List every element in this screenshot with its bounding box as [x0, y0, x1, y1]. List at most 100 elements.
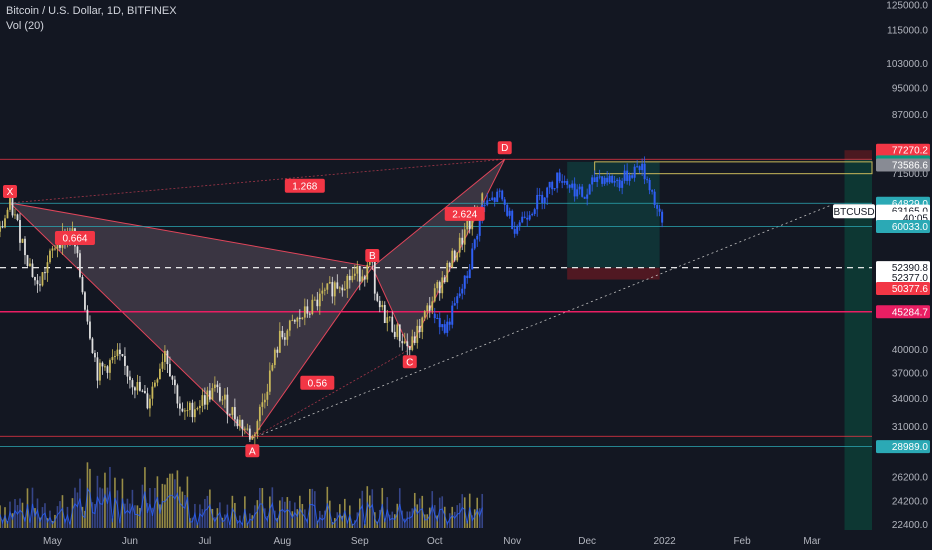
- resistance-box: [594, 161, 873, 175]
- price-label-text: 64829.0: [892, 199, 929, 210]
- candle-body: [453, 250, 456, 261]
- volume-bar: [49, 510, 51, 528]
- candle-body: [226, 394, 229, 415]
- price-tick-label: 103000.0: [886, 59, 928, 70]
- candle-body: [6, 209, 9, 219]
- volume-bar: [61, 495, 64, 528]
- candle-body: [286, 330, 289, 340]
- projection-body: [468, 269, 471, 279]
- volume-bar: [299, 495, 301, 528]
- candle-body: [193, 409, 196, 418]
- projection-body: [523, 216, 526, 218]
- time-tick-label: May: [43, 536, 62, 547]
- price-tick-label: 87000.0: [892, 110, 929, 121]
- projection-body: [563, 181, 566, 183]
- volume-bar: [96, 475, 99, 528]
- candle-body: [468, 220, 471, 230]
- candle-body: [181, 408, 184, 412]
- candle-body: [336, 282, 339, 289]
- volume-bar: [84, 510, 86, 528]
- projection-body: [488, 199, 491, 201]
- volume-bar: [124, 503, 126, 528]
- volume-bar: [346, 520, 349, 528]
- price-label-badge: [876, 158, 930, 172]
- volume-bar: [131, 489, 134, 528]
- candle-body: [233, 407, 236, 420]
- time-tick-label: Aug: [273, 536, 291, 547]
- volume-bar: [19, 498, 21, 528]
- volume-bar: [44, 503, 46, 528]
- projection-body: [471, 248, 474, 270]
- projection-body: [458, 293, 461, 297]
- volume-bar: [16, 505, 19, 528]
- ratio-badge: [54, 230, 95, 245]
- volume-bar: [339, 504, 341, 528]
- projection-body: [596, 177, 599, 182]
- candle-body: [94, 353, 96, 358]
- candle-body: [248, 428, 251, 440]
- symbol-tag-label: BTCUSD: [833, 207, 874, 218]
- volume-bar: [261, 488, 264, 528]
- candle-body: [34, 276, 36, 281]
- projection-body: [641, 163, 644, 171]
- symbol-title[interactable]: Bitcoin / U.S. Dollar, 1D, BITFINEX: [6, 5, 177, 17]
- volume-bar: [291, 511, 294, 528]
- volume-bar: [284, 501, 286, 528]
- price-label-badge: [876, 440, 930, 454]
- volume-indicator-label[interactable]: Vol (20): [6, 20, 44, 32]
- projection-body: [626, 170, 629, 181]
- candle-body: [161, 361, 164, 369]
- projection-body: [528, 215, 531, 220]
- candle-body: [381, 304, 384, 308]
- candle-body: [116, 349, 119, 357]
- volume-bar: [431, 491, 434, 528]
- volume-bar: [79, 478, 81, 528]
- candle-body: [353, 273, 356, 276]
- long-position-profit-zone: [567, 161, 660, 268]
- candle-body: [291, 320, 294, 322]
- volume-bar: [353, 520, 356, 528]
- volume-bar: [174, 479, 176, 528]
- candle-body: [56, 242, 59, 249]
- candle-body: [396, 324, 399, 337]
- candle-body: [86, 309, 89, 322]
- volume-bar: [356, 512, 359, 528]
- volume-bar: [171, 473, 174, 528]
- pattern-point-d-label: D: [501, 143, 508, 154]
- volume-bar: [428, 507, 431, 528]
- volume-bar: [184, 495, 186, 528]
- projection-body: [526, 217, 529, 220]
- volume-bar: [221, 517, 224, 528]
- price-label-badge: [876, 282, 930, 296]
- ratio-label: 0.664: [62, 233, 87, 244]
- projection-body: [651, 190, 654, 192]
- volume-bar: [156, 476, 159, 528]
- projection-body: [623, 170, 626, 181]
- volume-bar: [126, 498, 129, 528]
- projection-body: [518, 222, 521, 226]
- candle-body: [446, 262, 449, 283]
- price-tick-label: 40000.0: [892, 345, 929, 356]
- volume-bar: [279, 500, 281, 528]
- pattern-point-c-label: C: [406, 357, 413, 368]
- projection-body: [601, 176, 604, 184]
- time-tick-label: Sep: [351, 536, 369, 547]
- candle-body: [351, 275, 354, 281]
- candle-body: [283, 337, 286, 340]
- candle-body: [253, 434, 256, 437]
- volume-bar: [451, 506, 454, 528]
- candle-body: [104, 366, 106, 368]
- candle-body: [29, 263, 31, 266]
- volume-bar: [56, 506, 59, 528]
- volume-bar: [89, 468, 91, 528]
- volume-bar: [86, 462, 89, 528]
- candle-body: [218, 387, 221, 401]
- candle-body: [378, 300, 381, 308]
- projection-body: [591, 177, 594, 185]
- candle-body: [303, 306, 306, 318]
- candle-body: [26, 255, 29, 266]
- candle-body: [408, 346, 411, 350]
- volume-bar: [421, 495, 424, 528]
- projection-body: [486, 200, 489, 205]
